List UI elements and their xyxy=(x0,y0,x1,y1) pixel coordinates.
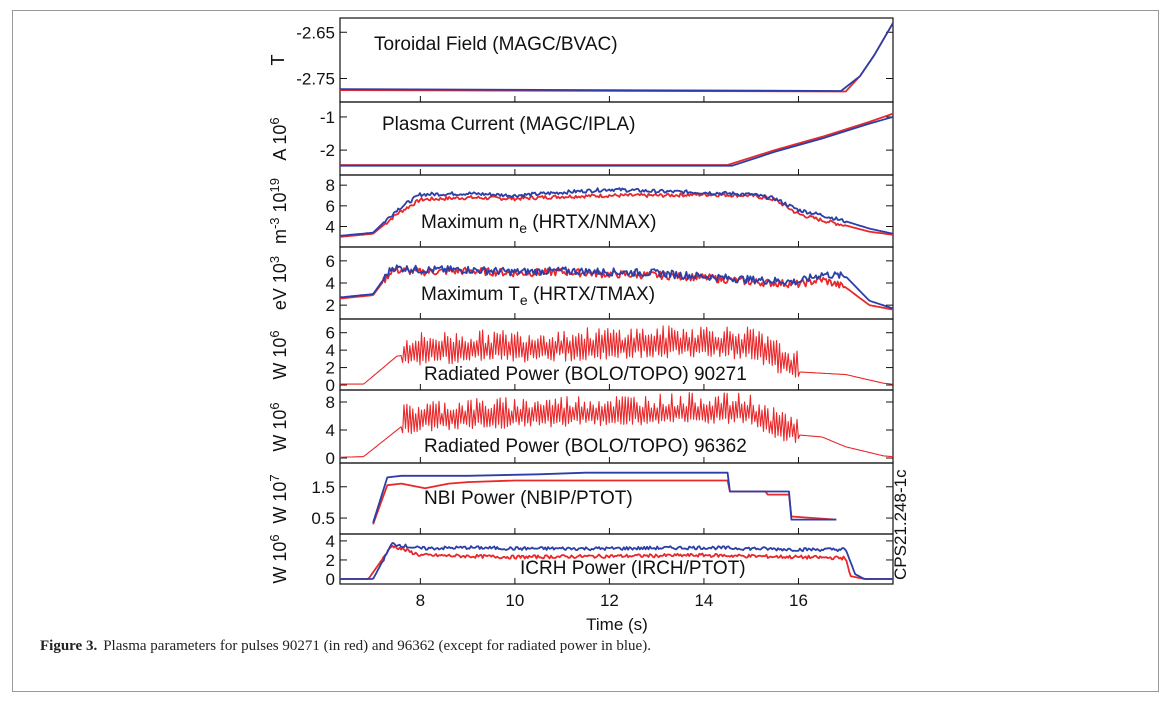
ylabel-toroidal: T xyxy=(268,55,288,66)
ytick-label-temperature: 2 xyxy=(326,296,335,315)
caption-text: Plasma parameters for pulses 90271 (in r… xyxy=(103,638,651,654)
ylabel-radiated2: W 106​ xyxy=(267,402,290,451)
ytick-label-density: 6 xyxy=(326,197,335,216)
ytick-label-radiated2: 0 xyxy=(326,449,335,468)
side-id-label: CPS21.248-1c xyxy=(891,469,910,580)
ytick-label-density: 4 xyxy=(326,218,335,237)
ylabel-icrh: W 106​ xyxy=(267,534,290,583)
series-line-temperature-1 xyxy=(339,264,894,310)
panel-title-temperature: Maximum Te (HRTX/TMAX) xyxy=(421,284,655,308)
ytick-label-radiated1: 2 xyxy=(326,359,335,378)
panel-title-density: Maximum ne (HRTX/NMAX) xyxy=(421,212,656,236)
series-line-nbi-1 xyxy=(372,471,837,523)
ytick-label-icrh: 2 xyxy=(326,551,335,570)
ytick-label-density: 8 xyxy=(326,176,335,195)
ylabel-radiated1: W 106​ xyxy=(267,330,290,379)
ytick-label-temperature: 6 xyxy=(326,252,335,271)
xtick-label: 16 xyxy=(789,591,808,610)
series-line-icrh-1 xyxy=(340,542,893,580)
ytick-label-toroidal: -2.75 xyxy=(296,70,335,89)
xtick-label: 10 xyxy=(505,591,524,610)
series-line-radiated1-0 xyxy=(340,325,894,385)
ytick-label-icrh: 4 xyxy=(326,532,335,551)
ytick-label-nbi: 1.5 xyxy=(311,478,335,497)
ylabel-nbi: W 107​ xyxy=(267,474,290,523)
ytick-label-current: -2 xyxy=(320,141,335,160)
xtick-label: 12 xyxy=(600,591,619,610)
xtick-label: 8 xyxy=(416,591,425,610)
x-axis-label: Time (s) xyxy=(586,615,648,634)
ytick-label-radiated1: 4 xyxy=(326,341,335,360)
ytick-label-radiated1: 0 xyxy=(326,376,335,395)
series-line-density-0 xyxy=(339,192,894,238)
ytick-label-toroidal: -2.65 xyxy=(296,23,335,42)
ytick-label-current: -1 xyxy=(320,108,335,127)
caption-label: Figure 3. xyxy=(40,638,98,654)
series-line-toroidal-1 xyxy=(339,22,894,92)
ylabel-density: m-3​ 1019​ xyxy=(267,178,290,244)
ytick-label-temperature: 4 xyxy=(326,274,335,293)
panel-frame-icrh xyxy=(339,533,894,585)
ytick-label-radiated2: 4 xyxy=(326,421,335,440)
panel-frame-current xyxy=(339,101,894,176)
panel-title-radiated1: Radiated Power (BOLO/TOPO) 90271 xyxy=(424,364,747,385)
panel-title-nbi: NBI Power (NBIP/PTOT) xyxy=(424,488,633,509)
panel-title-current: Plasma Current (MAGC/IPLA) xyxy=(382,114,635,135)
ytick-label-icrh: 0 xyxy=(326,570,335,589)
ytick-label-radiated1: 6 xyxy=(326,324,335,343)
ylabel-current: A 106​ xyxy=(267,117,290,160)
panel-title-icrh: ICRH Power (IRCH/PTOT) xyxy=(520,558,746,579)
panel-title-radiated2: Radiated Power (BOLO/TOPO) 96362 xyxy=(424,436,747,457)
series-line-current-1 xyxy=(340,116,894,167)
series-line-radiated2-0 xyxy=(340,392,894,458)
figure-caption: Figure 3. Plasma parameters for pulses 90… xyxy=(40,638,1140,655)
ylabel-temperature: eV 103​ xyxy=(267,256,290,310)
panel-frame-density xyxy=(339,174,894,248)
ytick-label-radiated2: 8 xyxy=(326,393,335,412)
ytick-label-nbi: 0.5 xyxy=(311,509,335,528)
panel-frame-temperature xyxy=(339,246,894,320)
xtick-label: 14 xyxy=(694,591,713,610)
series-line-nbi-0 xyxy=(372,479,837,525)
series-line-density-1 xyxy=(339,187,894,237)
panel-title-toroidal: Toroidal Field (MAGC/BVAC) xyxy=(374,34,618,55)
series-line-icrh-0 xyxy=(340,544,893,580)
